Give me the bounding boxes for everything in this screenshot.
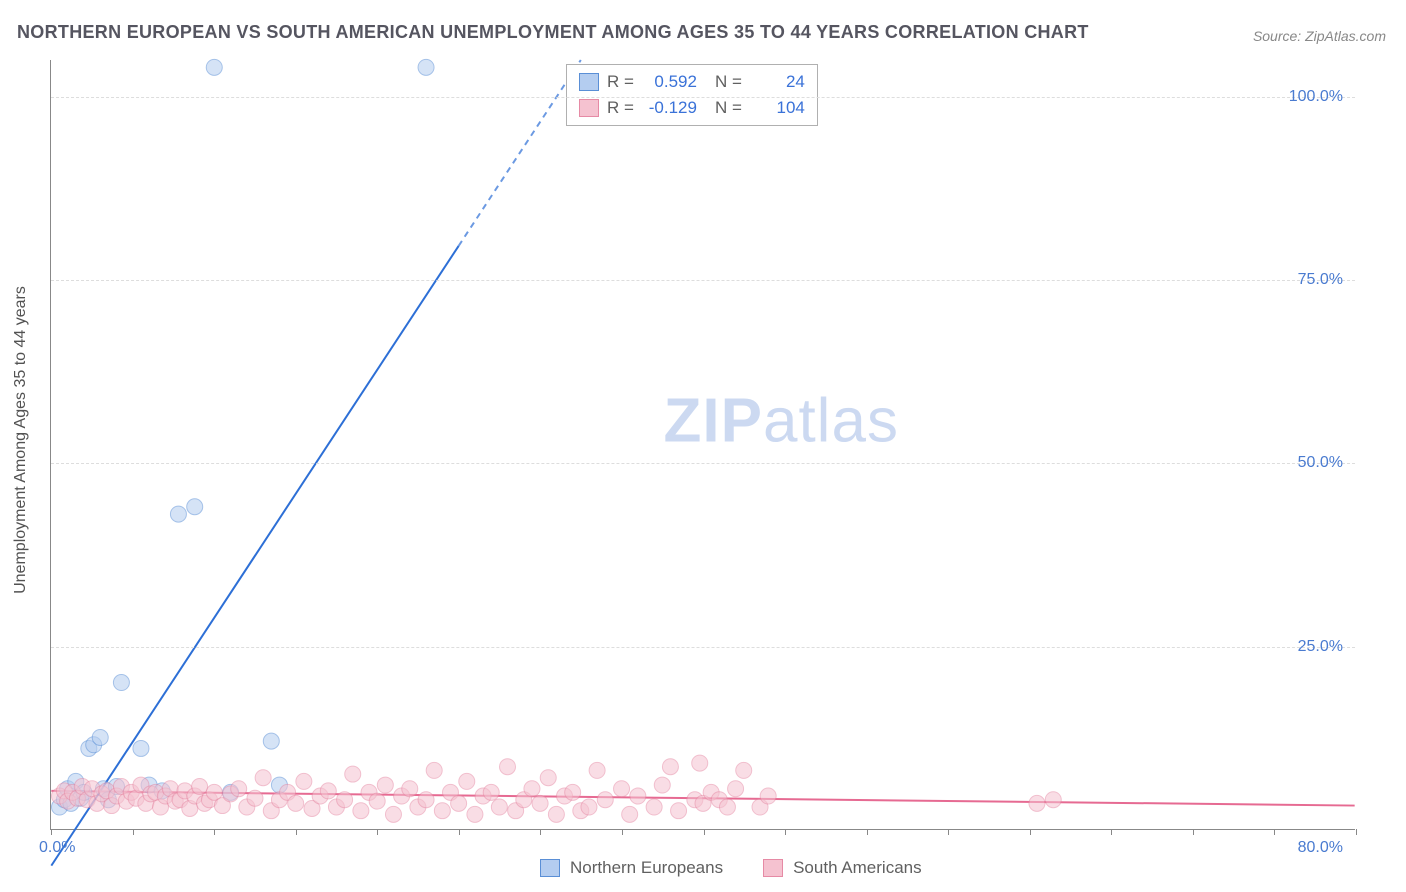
legend: Northern Europeans South Americans: [540, 858, 922, 878]
swatch-pink: [579, 99, 599, 117]
legend-item-northern: Northern Europeans: [540, 858, 723, 878]
y-tick-label: 25.0%: [1298, 638, 1343, 656]
stat-n-label: N =: [715, 69, 742, 95]
x-tick: [1111, 829, 1112, 835]
y-tick-label: 100.0%: [1289, 88, 1343, 106]
x-tick: [296, 829, 297, 835]
gridline-h: [51, 647, 1355, 648]
stat-n-south: 104: [750, 95, 805, 121]
x-tick: [51, 829, 52, 835]
stat-n-label2: N =: [715, 95, 742, 121]
gridline-h: [51, 463, 1355, 464]
legend-label-northern: Northern Europeans: [570, 858, 723, 878]
source-attribution: Source: ZipAtlas.com: [1253, 28, 1386, 44]
legend-swatch-blue: [540, 859, 560, 877]
x-tick: [948, 829, 949, 835]
scatter-plot-area: ZIPatlas R = 0.592 N = 24 R = -0.129 N =…: [50, 60, 1355, 830]
y-axis-label: Unemployment Among Ages 35 to 44 years: [12, 286, 30, 594]
x-tick: [1030, 829, 1031, 835]
correlation-stats-box: R = 0.592 N = 24 R = -0.129 N = 104: [566, 64, 818, 126]
x-tick: [459, 829, 460, 835]
x-tick: [867, 829, 868, 835]
x-tick: [1274, 829, 1275, 835]
stat-n-northern: 24: [750, 69, 805, 95]
swatch-blue: [579, 73, 599, 91]
y-tick-label: 50.0%: [1298, 454, 1343, 472]
gridline-h: [51, 97, 1355, 98]
x-axis-max-label: 80.0%: [1298, 839, 1343, 857]
legend-item-south: South Americans: [763, 858, 922, 878]
stat-r-label2: R =: [607, 95, 634, 121]
stat-r-northern: 0.592: [642, 69, 697, 95]
stat-r-south: -0.129: [642, 95, 697, 121]
x-tick: [540, 829, 541, 835]
x-axis-min-label: 0.0%: [39, 839, 75, 857]
x-tick: [214, 829, 215, 835]
x-tick: [133, 829, 134, 835]
x-tick: [785, 829, 786, 835]
x-tick: [1193, 829, 1194, 835]
x-tick: [377, 829, 378, 835]
stats-row-south: R = -0.129 N = 104: [579, 95, 805, 121]
chart-svg: [51, 60, 1355, 829]
x-tick: [704, 829, 705, 835]
y-tick-label: 75.0%: [1298, 271, 1343, 289]
stat-r-label: R =: [607, 69, 634, 95]
x-tick: [1356, 829, 1357, 835]
legend-label-south: South Americans: [793, 858, 922, 878]
legend-swatch-pink: [763, 859, 783, 877]
stats-row-northern: R = 0.592 N = 24: [579, 69, 805, 95]
chart-title: NORTHERN EUROPEAN VS SOUTH AMERICAN UNEM…: [17, 22, 1089, 43]
gridline-h: [51, 280, 1355, 281]
x-tick: [622, 829, 623, 835]
